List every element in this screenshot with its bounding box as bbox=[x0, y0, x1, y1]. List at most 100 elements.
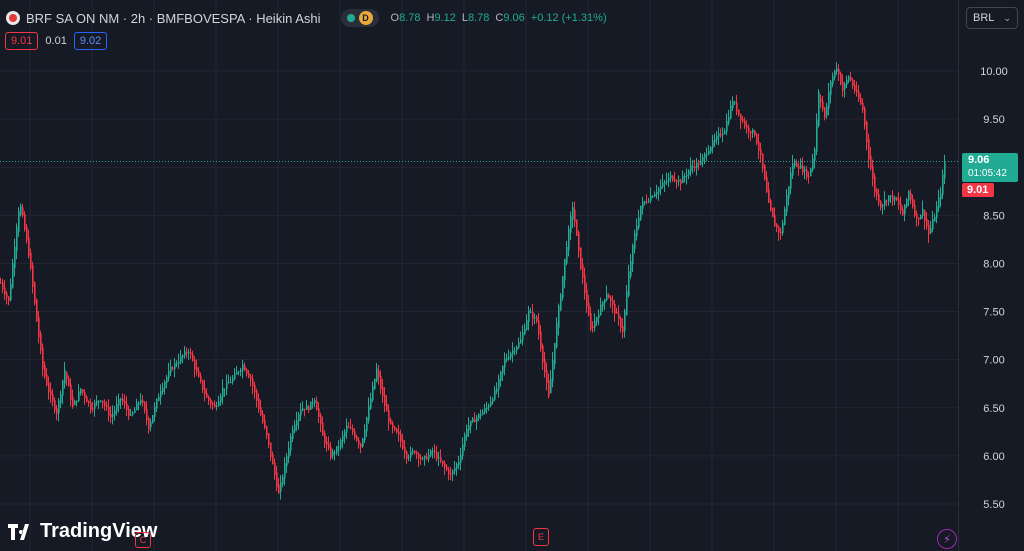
event-marker-c[interactable]: C bbox=[135, 532, 151, 548]
candle-body bbox=[122, 398, 124, 402]
candle-body bbox=[778, 227, 780, 233]
candle-body bbox=[24, 214, 26, 231]
candle-body bbox=[836, 68, 838, 72]
candle-body bbox=[844, 83, 846, 89]
candle-body bbox=[168, 370, 170, 379]
candle-body bbox=[184, 351, 186, 356]
sell-price-button[interactable]: 9.01 bbox=[5, 32, 39, 50]
candle-body bbox=[846, 79, 848, 85]
candle-body bbox=[448, 469, 450, 475]
candle-body bbox=[420, 457, 422, 460]
brand-text: TradingView bbox=[40, 520, 158, 542]
candle-body bbox=[478, 413, 480, 419]
candle-body bbox=[512, 349, 514, 355]
candle-body bbox=[918, 217, 920, 220]
candle-body bbox=[620, 317, 622, 329]
buy-price-button[interactable]: 9.02 bbox=[73, 32, 108, 50]
candle-body bbox=[164, 381, 166, 389]
candle-body bbox=[930, 228, 932, 233]
candle-body bbox=[222, 387, 224, 397]
candle-body bbox=[554, 342, 556, 365]
candle-body bbox=[864, 108, 866, 126]
candle-body bbox=[238, 371, 240, 373]
candle-body bbox=[732, 101, 734, 109]
candle-body bbox=[858, 91, 860, 100]
symbol-title[interactable]: BRF SA ON NM · 2h · BMFBOVESPA · Heikin … bbox=[26, 10, 321, 26]
candle-body bbox=[464, 434, 466, 447]
y-tick-label: 9.50 bbox=[983, 114, 1004, 126]
candle-body bbox=[860, 97, 862, 105]
candle-body bbox=[390, 419, 392, 425]
candle-body bbox=[380, 375, 382, 390]
candle-body bbox=[92, 408, 94, 410]
candle-body bbox=[22, 207, 24, 216]
candle-body bbox=[484, 408, 486, 413]
candle-body bbox=[434, 451, 436, 453]
candle-body bbox=[542, 345, 544, 363]
candle-body bbox=[720, 134, 722, 136]
candle-body bbox=[210, 399, 212, 405]
candle-body bbox=[564, 259, 566, 281]
candle-body bbox=[574, 209, 576, 223]
currency-selector[interactable]: BRL ⌄ bbox=[966, 7, 1018, 29]
candle-body bbox=[372, 386, 374, 401]
candle-body bbox=[922, 208, 924, 216]
candle-body bbox=[726, 120, 728, 132]
candle-body bbox=[626, 291, 628, 315]
candle-body bbox=[90, 402, 92, 411]
tradingview-logo[interactable]: TradingView bbox=[8, 520, 157, 543]
candle-body bbox=[800, 165, 802, 169]
candle-body bbox=[328, 444, 330, 449]
lightning-icon[interactable]: ⚡ bbox=[937, 529, 957, 549]
candle-body bbox=[180, 356, 182, 363]
candle-body bbox=[330, 447, 332, 458]
candle-body bbox=[850, 77, 852, 81]
candle-body bbox=[458, 461, 460, 465]
candle-body bbox=[888, 195, 890, 202]
candle-body bbox=[784, 208, 786, 225]
candle-body bbox=[702, 157, 704, 162]
candle-body bbox=[150, 422, 152, 428]
candle-body bbox=[116, 404, 118, 412]
candle-body bbox=[652, 196, 654, 198]
candle-body bbox=[804, 169, 806, 172]
candle-body bbox=[16, 227, 18, 252]
candle-body bbox=[452, 470, 454, 474]
candle-body bbox=[900, 203, 902, 211]
candle-body bbox=[264, 420, 266, 428]
candle-body bbox=[768, 189, 770, 204]
candle-body bbox=[488, 405, 490, 408]
candle-body bbox=[94, 402, 96, 409]
candle-body bbox=[562, 276, 564, 298]
ohlc-close: C9.06 bbox=[495, 12, 525, 24]
candle-body bbox=[128, 408, 130, 417]
candle-body bbox=[878, 194, 880, 204]
candle-body bbox=[472, 418, 474, 422]
candle-body bbox=[924, 210, 926, 222]
candle-body bbox=[522, 332, 524, 341]
candle-body bbox=[672, 175, 674, 181]
candle-body bbox=[690, 165, 692, 172]
candle-body bbox=[446, 466, 448, 470]
candle-body bbox=[48, 383, 50, 393]
candle-body bbox=[716, 135, 718, 140]
y-tick-label: 6.00 bbox=[983, 451, 1004, 463]
candle-body bbox=[340, 439, 342, 448]
candle-body bbox=[648, 200, 650, 202]
candle-body bbox=[842, 82, 844, 91]
quote-boxes: 9.01 0.01 9.02 bbox=[5, 32, 108, 50]
candle-body bbox=[172, 367, 174, 370]
candle-body bbox=[276, 472, 278, 488]
candle-body bbox=[152, 415, 154, 424]
candle-body bbox=[454, 467, 456, 472]
candle-body bbox=[896, 197, 898, 201]
candle-body bbox=[100, 400, 102, 402]
candle-body bbox=[628, 271, 630, 297]
candle-body bbox=[670, 175, 672, 179]
candle-body bbox=[656, 192, 658, 195]
candle-body bbox=[592, 326, 594, 329]
earnings-marker[interactable]: E bbox=[533, 528, 549, 546]
candle-body bbox=[502, 365, 504, 374]
market-status[interactable]: D bbox=[340, 9, 379, 27]
